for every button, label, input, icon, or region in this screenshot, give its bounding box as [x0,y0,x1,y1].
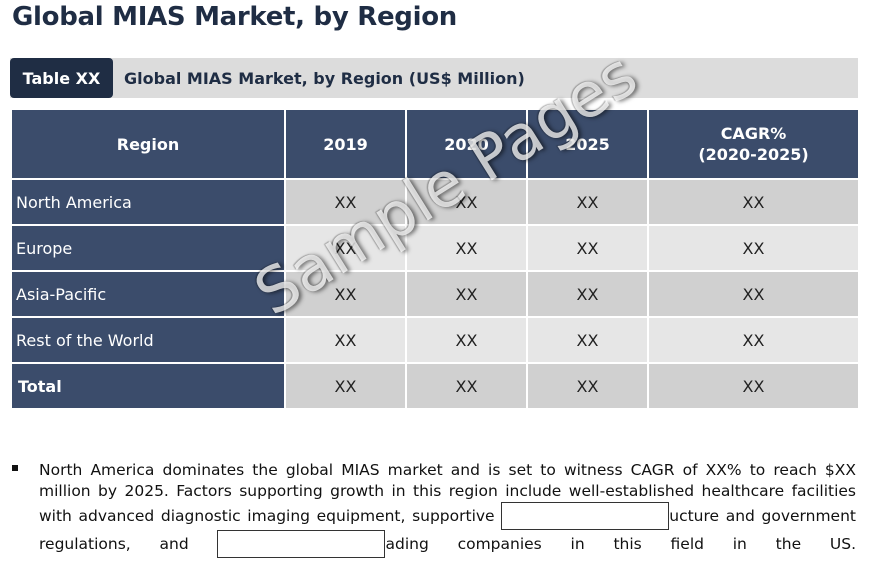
table-header-row: Region 2019 2020 2025 CAGR% (2020-2025) [10,108,860,180]
cell-value: XX [526,224,649,272]
table-row: Asia-Pacific XX XX XX XX [10,270,860,318]
header-cagr: CAGR% (2020-2025) [647,108,860,180]
table-row: Rest of the World XX XX XX XX [10,316,860,364]
cell-value: XX [284,270,407,318]
cell-value: XX [405,224,528,272]
row-region-label: Total [10,362,286,410]
redaction-box [501,502,670,530]
row-region-label: North America [10,178,286,226]
cell-value: XX [405,178,528,226]
row-region-label: Europe [10,224,286,272]
cell-value: XX [405,270,528,318]
cell-value: XX [284,362,407,410]
header-2020: 2020 [405,108,528,180]
header-2025: 2025 [526,108,649,180]
cell-value: XX [284,316,407,364]
table-total-row: Total XX XX XX XX [10,362,860,410]
table-caption-bar [10,58,858,98]
table-row: Europe XX XX XX XX [10,224,860,272]
table-number-tag: Table XX [10,58,113,98]
cell-value: XX [284,224,407,272]
cell-value: XX [405,362,528,410]
cell-value: XX [526,270,649,318]
cell-value: XX [526,316,649,364]
cell-value: XX [526,178,649,226]
cell-value: XX [405,316,528,364]
cell-value: XX [647,316,860,364]
header-2019: 2019 [284,108,407,180]
cell-value: XX [647,224,860,272]
cell-value: XX [647,362,860,410]
bullet-text-part2: ucture and government regulations, and [39,507,856,553]
header-cagr-label: CAGR% [720,124,787,143]
header-cagr-period: (2020-2025) [698,145,809,164]
bullet-point: North America dominates the global MIAS … [12,460,856,558]
header-region: Region [10,108,286,180]
region-market-table: Region 2019 2020 2025 CAGR% (2020-2025) … [10,108,860,410]
cell-value: XX [284,178,407,226]
table-caption: Global MIAS Market, by Region (US$ Milli… [124,68,525,88]
row-region-label: Asia-Pacific [10,270,286,318]
row-region-label: Rest of the World [10,316,286,364]
bullet-text-part3: ading companies in this field in the US. [385,535,857,553]
page-title: Global MIAS Market, by Region [12,2,457,32]
cell-value: XX [647,178,860,226]
table-row: North America XX XX XX XX [10,178,860,226]
bullet-paragraph: North America dominates the global MIAS … [39,460,856,558]
bullet-marker [12,465,18,471]
cell-value: XX [526,362,649,410]
bullet-text-part1: North America dominates the global MIAS … [39,461,856,525]
redaction-box [217,530,386,558]
cell-value: XX [647,270,860,318]
